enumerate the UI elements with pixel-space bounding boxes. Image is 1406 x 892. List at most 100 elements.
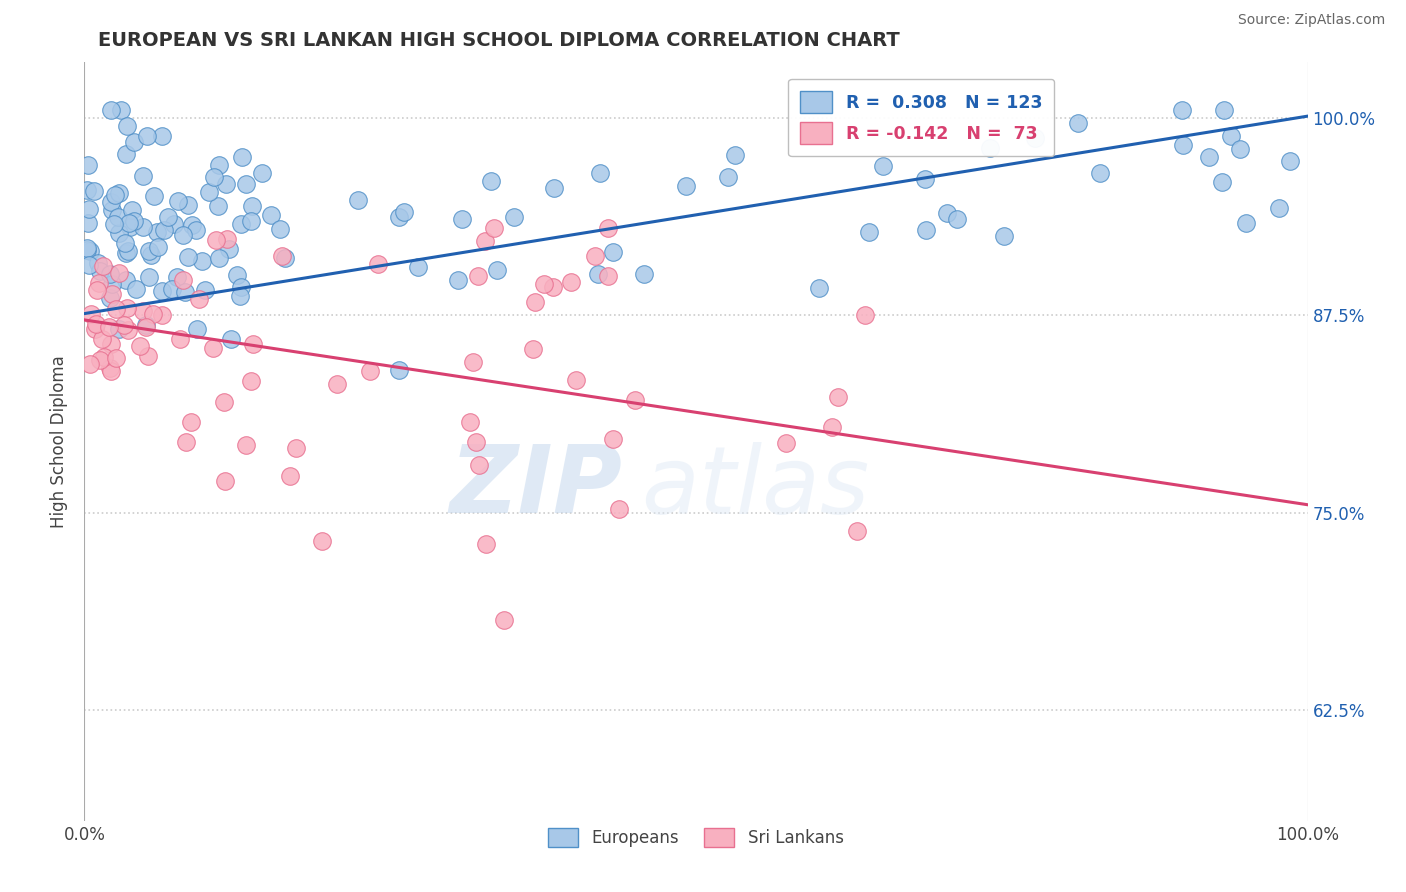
- Point: [122, 135, 145, 149]
- Point: [1268, 201, 1291, 215]
- Point: [83, 184, 105, 198]
- Point: [110, 103, 132, 117]
- Point: [533, 277, 555, 291]
- Point: [174, 434, 197, 449]
- Point: [228, 289, 250, 303]
- Point: [150, 128, 173, 143]
- Point: [108, 226, 131, 240]
- Point: [993, 228, 1015, 243]
- Point: [100, 364, 122, 378]
- Point: [135, 319, 157, 334]
- Point: [872, 159, 894, 173]
- Point: [172, 273, 194, 287]
- Point: [1279, 153, 1302, 168]
- Point: [596, 268, 619, 283]
- Point: [624, 393, 647, 408]
- Point: [218, 242, 240, 256]
- Point: [160, 282, 183, 296]
- Point: [208, 158, 231, 172]
- Point: [239, 374, 262, 388]
- Point: [105, 301, 128, 316]
- Point: [914, 171, 936, 186]
- Point: [117, 244, 139, 258]
- Point: [458, 415, 481, 429]
- Point: [1220, 129, 1243, 144]
- Point: [240, 199, 263, 213]
- Point: [117, 301, 139, 316]
- Point: [394, 205, 416, 219]
- Point: [198, 185, 221, 199]
- Text: ZIP: ZIP: [450, 441, 623, 533]
- Point: [347, 194, 370, 208]
- Point: [461, 355, 484, 369]
- Point: [87, 276, 110, 290]
- Point: [76, 241, 98, 255]
- Point: [675, 178, 697, 193]
- Point: [560, 275, 582, 289]
- Point: [235, 177, 257, 191]
- Point: [104, 187, 127, 202]
- Point: [100, 103, 122, 117]
- Point: [98, 267, 121, 281]
- Point: [131, 219, 153, 234]
- Point: [808, 281, 831, 295]
- Point: [388, 210, 411, 224]
- Point: [219, 332, 242, 346]
- Point: [98, 360, 121, 375]
- Point: [76, 183, 98, 197]
- Point: [602, 433, 624, 447]
- Point: [76, 216, 98, 230]
- Point: [105, 351, 128, 365]
- Point: [107, 186, 129, 200]
- Point: [114, 272, 136, 286]
- Point: [122, 214, 145, 228]
- Point: [180, 218, 202, 232]
- Point: [138, 349, 160, 363]
- Point: [173, 285, 195, 300]
- Text: Source: ZipAtlas.com: Source: ZipAtlas.com: [1237, 13, 1385, 28]
- Point: [1198, 150, 1220, 164]
- Point: [91, 332, 114, 346]
- Point: [1090, 166, 1112, 180]
- Point: [827, 390, 849, 404]
- Point: [167, 194, 190, 209]
- Point: [367, 256, 389, 270]
- Point: [100, 194, 122, 209]
- Point: [467, 268, 489, 283]
- Point: [146, 240, 169, 254]
- Point: [177, 198, 200, 212]
- Point: [311, 534, 333, 549]
- Point: [108, 322, 131, 336]
- Point: [583, 249, 606, 263]
- Point: [212, 394, 235, 409]
- Point: [229, 280, 252, 294]
- Point: [76, 243, 98, 257]
- Point: [114, 236, 136, 251]
- Point: [163, 217, 186, 231]
- Point: [117, 323, 139, 337]
- Point: [169, 332, 191, 346]
- Text: EUROPEAN VS SRI LANKAN HIGH SCHOOL DIPLOMA CORRELATION CHART: EUROPEAN VS SRI LANKAN HIGH SCHOOL DIPLO…: [98, 31, 900, 50]
- Point: [150, 285, 173, 299]
- Point: [475, 537, 498, 551]
- Point: [120, 220, 142, 235]
- Point: [586, 267, 609, 281]
- Point: [231, 150, 253, 164]
- Point: [207, 199, 229, 213]
- Point: [820, 420, 842, 434]
- Point: [285, 441, 308, 455]
- Point: [479, 174, 502, 188]
- Point: [596, 221, 619, 235]
- Point: [87, 256, 110, 270]
- Point: [132, 303, 155, 318]
- Point: [79, 307, 101, 321]
- Point: [138, 244, 160, 259]
- Point: [522, 342, 544, 356]
- Point: [208, 251, 231, 265]
- Point: [150, 308, 173, 322]
- Point: [143, 188, 166, 202]
- Point: [172, 227, 194, 242]
- Point: [98, 291, 121, 305]
- Point: [252, 166, 274, 180]
- Point: [278, 469, 301, 483]
